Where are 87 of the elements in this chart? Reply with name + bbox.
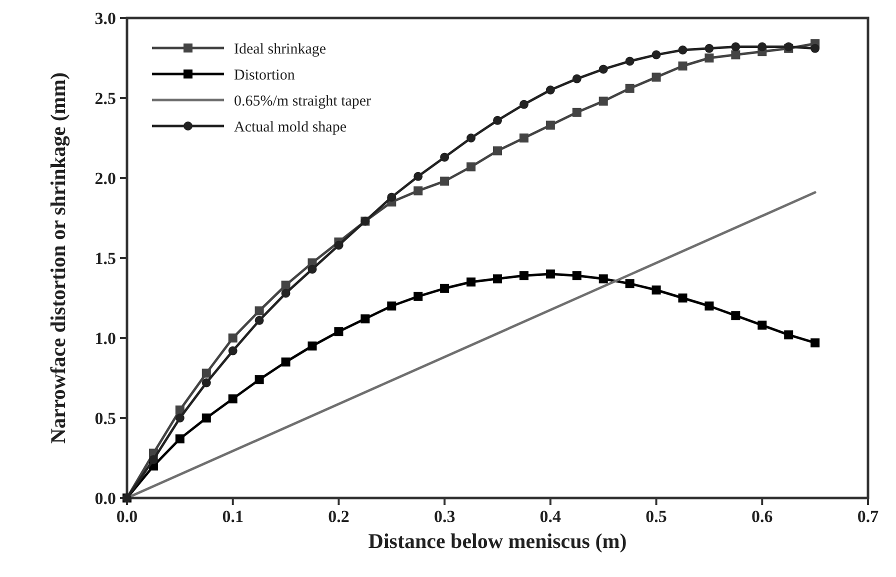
point — [440, 176, 450, 186]
point — [387, 302, 396, 310]
x-tick-label: 0.1 — [222, 507, 244, 526]
point — [175, 414, 184, 422]
x-tick-label: 0.6 — [752, 507, 773, 526]
point — [625, 279, 634, 288]
point — [387, 192, 396, 202]
point — [493, 146, 502, 156]
point — [148, 455, 158, 464]
point — [493, 116, 502, 125]
y-tick-label: 2.0 — [94, 168, 116, 188]
y-tick-label: 1.5 — [94, 248, 116, 268]
legend-label: Actual mold shape — [234, 119, 347, 136]
y-axis-title: Narrowface distortion or shrinkage (mm) — [46, 72, 70, 444]
point — [228, 346, 238, 356]
point — [546, 86, 555, 94]
x-axis-title: Distance below meniscus (m) — [368, 529, 627, 553]
point — [519, 271, 528, 280]
point — [281, 288, 290, 298]
point — [810, 338, 820, 348]
point — [440, 152, 450, 162]
y-tick-label: 0.0 — [94, 488, 116, 508]
point — [414, 292, 423, 301]
point — [625, 84, 634, 93]
point — [784, 330, 794, 340]
point — [704, 54, 714, 62]
x-tick-label: 0.3 — [434, 507, 456, 526]
point — [546, 120, 555, 130]
point — [652, 286, 661, 294]
x-tick-label: 0.7 — [857, 507, 880, 526]
point — [731, 311, 740, 320]
point — [254, 306, 264, 316]
point — [678, 62, 688, 70]
point — [466, 162, 476, 172]
point — [466, 278, 476, 286]
point — [572, 271, 582, 280]
x-tick-label: 0.0 — [116, 507, 138, 526]
point — [175, 434, 184, 444]
legend-label: 0.65%/m straight taper — [234, 93, 372, 110]
point — [281, 280, 290, 290]
y-tick-label: 3.0 — [94, 8, 116, 28]
point — [308, 342, 317, 350]
x-tick-label: 0.5 — [646, 507, 667, 526]
y-tick-label: 1.0 — [94, 328, 116, 348]
point — [758, 42, 767, 52]
point — [254, 375, 264, 384]
point — [466, 134, 476, 142]
point — [281, 358, 290, 366]
point — [414, 172, 423, 181]
point — [546, 270, 555, 278]
point — [572, 74, 582, 84]
point — [493, 274, 502, 284]
point — [731, 50, 740, 60]
point — [652, 50, 661, 60]
point — [598, 96, 608, 106]
y-tick-label: 2.5 — [94, 88, 116, 108]
point — [598, 274, 608, 284]
point — [254, 316, 264, 325]
point — [440, 284, 450, 293]
point — [202, 378, 211, 388]
point — [704, 302, 714, 310]
x-tick-label: 0.2 — [328, 507, 350, 526]
point — [308, 264, 317, 274]
point — [625, 56, 634, 66]
point — [519, 134, 528, 142]
y-tick-label: 0.5 — [94, 408, 116, 428]
point — [334, 327, 344, 336]
point — [334, 240, 344, 250]
point — [704, 44, 714, 53]
point — [810, 44, 820, 53]
point — [572, 108, 582, 117]
point — [202, 368, 211, 378]
point — [202, 414, 211, 422]
point — [360, 314, 370, 324]
x-tick-label: 0.4 — [540, 507, 562, 526]
point — [678, 46, 688, 54]
point — [758, 320, 767, 330]
point — [598, 64, 608, 74]
legend-label: Ideal shrinkage — [234, 41, 326, 58]
point — [228, 394, 238, 404]
point — [678, 294, 688, 302]
point — [731, 42, 740, 52]
point — [228, 334, 238, 342]
legend-label: Distortion — [234, 67, 296, 84]
point — [414, 186, 423, 196]
point — [652, 72, 661, 82]
point — [519, 100, 528, 109]
